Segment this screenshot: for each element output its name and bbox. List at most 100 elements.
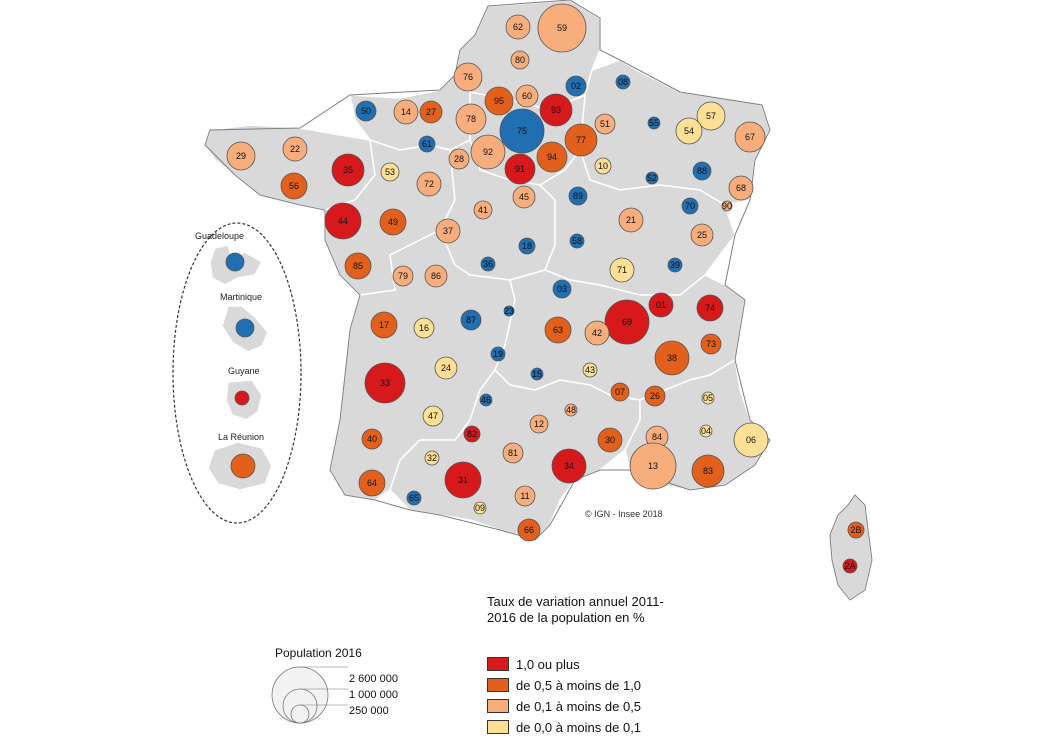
dept-circle-59 [537, 3, 587, 53]
legend-row-3: de 0,1 à moins de 0,5 [487, 698, 641, 714]
dept-circle-08 [615, 74, 631, 90]
dept-circle-37 [435, 218, 461, 244]
dept-circle-72 [416, 171, 442, 197]
dept-circle-2A [842, 558, 858, 574]
dept-label-67: 67 [745, 132, 755, 142]
dept-label-22: 22 [290, 144, 300, 154]
dept-circle-18 [518, 237, 536, 255]
dept-label-95: 95 [494, 96, 504, 106]
dept-circle-10 [594, 157, 612, 175]
dept-label-2A: 2A [844, 561, 855, 571]
overseas-label-la-r-union: La Réunion [218, 432, 264, 442]
dept-label-60: 60 [522, 91, 532, 101]
legend-title: Taux de variation annuel 2011-2016 de la… [487, 594, 664, 625]
legend-swatch-2 [487, 678, 509, 692]
pop-label-small: 250 000 [349, 705, 389, 717]
corse-outline [829, 494, 873, 601]
mainland-outline [204, 0, 771, 541]
dept-label-59: 59 [557, 23, 567, 33]
dept-label-03: 03 [557, 284, 567, 294]
dept-circle-43 [582, 362, 598, 378]
dept-circle-83 [691, 454, 725, 488]
legend-label-4: de 0,0 à moins de 0,1 [516, 719, 642, 735]
dept-circle-86 [424, 264, 448, 288]
dept-circle-69 [604, 299, 650, 345]
dept-circle-81 [502, 442, 524, 464]
legend-row-4: de 0,0 à moins de 0,1 [487, 719, 641, 735]
dept-circle-01 [648, 292, 674, 318]
dept-circle-85 [344, 252, 372, 280]
dept-circle-17 [370, 311, 398, 339]
dept-label-17: 17 [379, 320, 389, 330]
dept-label-77: 77 [576, 135, 586, 145]
dept-label-85: 85 [353, 261, 363, 271]
dept-label-92: 92 [483, 147, 493, 157]
dept-label-58: 58 [572, 236, 582, 246]
pop-label-large: 2 600 000 [349, 673, 398, 685]
dept-circle-75 [499, 108, 545, 154]
dept-label-53: 53 [385, 167, 395, 177]
dept-label-23: 23 [504, 306, 514, 316]
overseas-circles [225, 252, 256, 479]
dept-circle-56 [280, 172, 308, 200]
dept-label-50: 50 [361, 106, 371, 116]
dept-circle-14 [393, 99, 419, 125]
dept-label-81: 81 [508, 448, 518, 458]
dept-circle-53 [380, 162, 400, 182]
dept-circle-82 [463, 425, 481, 443]
dept-label-26: 26 [650, 391, 660, 401]
overseas-labels: Guadeloupe Martinique Guyane La Réunion [195, 231, 264, 442]
dept-circle-76 [453, 62, 483, 92]
dept-label-61: 61 [422, 139, 432, 149]
dept-label-01: 01 [656, 300, 666, 310]
dept-circle-74 [696, 294, 724, 322]
population-legend-circles [271, 666, 348, 724]
dept-label-74: 74 [705, 303, 715, 313]
dept-circle-31 [444, 461, 482, 499]
dept-circle-63 [544, 316, 572, 344]
dept-label-09: 09 [475, 503, 485, 513]
dept-circle-13 [629, 442, 677, 490]
dept-label-43: 43 [585, 365, 595, 375]
dept-circle-26 [644, 385, 666, 407]
dept-label-87: 87 [466, 315, 476, 325]
dept-circle-95 [484, 86, 514, 116]
dept-label-47: 47 [428, 411, 438, 421]
dept-label-45: 45 [519, 192, 529, 202]
dept-circle-41 [473, 200, 493, 220]
dept-label-28: 28 [454, 154, 464, 164]
dept-label-21: 21 [626, 215, 636, 225]
pop-label-medium: 1 000 000 [349, 689, 398, 701]
dept-circle-73 [700, 333, 722, 355]
dept-label-08: 08 [618, 77, 628, 87]
dept-circle-15 [530, 367, 544, 381]
pop-circle-small [290, 704, 310, 724]
dept-label-40: 40 [367, 434, 377, 444]
dept-label-49: 49 [388, 217, 398, 227]
map-credit: © IGN - Insee 2018 [585, 509, 663, 519]
dept-circle-93 [539, 93, 573, 127]
dept-circle-39 [667, 257, 683, 273]
dept-circle-47 [422, 405, 444, 427]
legend-label-2: de 0,5 à moins de 1,0 [516, 677, 642, 693]
dept-label-93: 93 [551, 105, 561, 115]
dept-label-71: 71 [617, 265, 627, 275]
dept-label-69: 69 [622, 317, 632, 327]
dept-label-14: 14 [401, 107, 411, 117]
dept-label-70: 70 [685, 201, 695, 211]
dept-label-41: 41 [478, 205, 488, 215]
dept-label-11: 11 [520, 491, 529, 501]
dept-label-88: 88 [697, 166, 707, 176]
dept-label-73: 73 [706, 339, 716, 349]
dept-circle-51 [594, 113, 616, 135]
dept-label-80: 80 [515, 55, 525, 65]
dept-circle-22 [282, 136, 308, 162]
overseas-circle-martinique [235, 318, 255, 338]
dept-label-15: 15 [532, 369, 542, 379]
dept-circle-68 [728, 175, 754, 201]
dept-circle-2B [847, 521, 865, 539]
dept-label-82: 82 [467, 429, 477, 439]
dept-circle-65 [406, 490, 422, 506]
overseas-label-guyane: Guyane [228, 366, 260, 376]
